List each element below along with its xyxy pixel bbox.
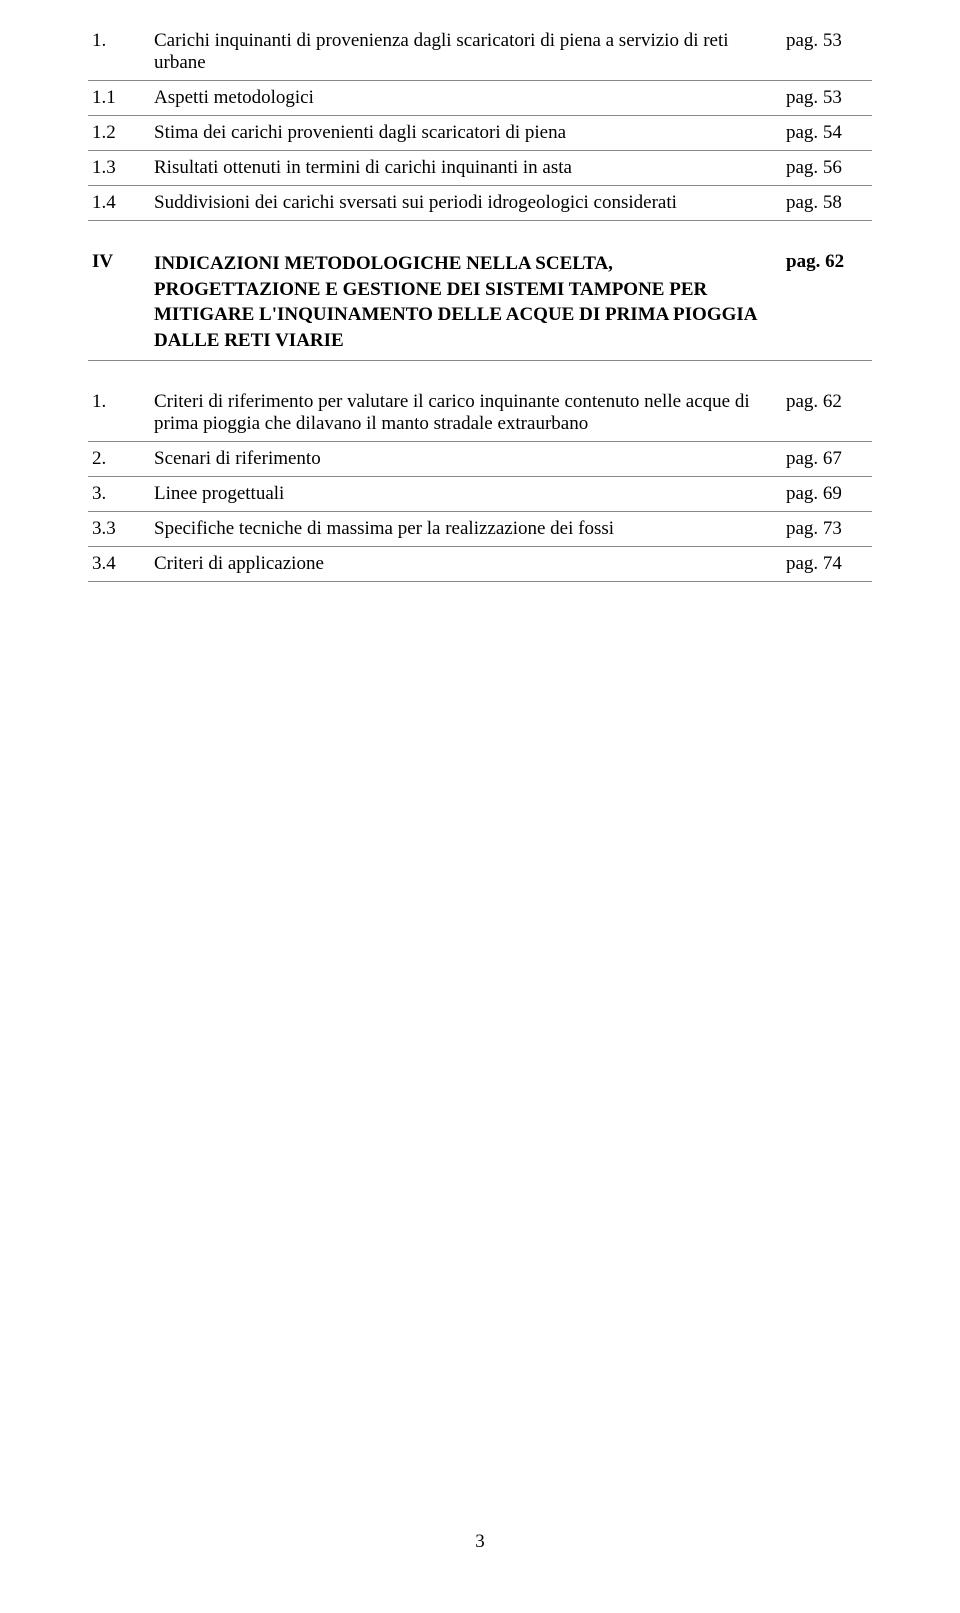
toc-row: 1. Carichi inquinanti di provenienza dag… (88, 24, 872, 81)
toc-text: Scenari di riferimento (150, 441, 782, 476)
toc-page: pag. 53 (782, 24, 872, 81)
page: 1. Carichi inquinanti di provenienza dag… (0, 0, 960, 582)
toc-section-page: pag. 62 (782, 221, 872, 361)
toc-text: Criteri di riferimento per valutare il c… (150, 360, 782, 441)
toc-page: pag. 56 (782, 151, 872, 186)
toc-text: Stima dei carichi provenienti dagli scar… (150, 116, 782, 151)
toc-row: 2. Scenari di riferimento pag. 67 (88, 441, 872, 476)
toc-row: 1.4 Suddivisioni dei carichi sversati su… (88, 186, 872, 221)
page-number: 3 (0, 1531, 960, 1553)
toc-row: 3.4 Criteri di applicazione pag. 74 (88, 546, 872, 581)
toc-num: 1.3 (88, 151, 150, 186)
toc-page: pag. 73 (782, 511, 872, 546)
toc-row: 3.3 Specifiche tecniche di massima per l… (88, 511, 872, 546)
toc-text: Specifiche tecniche di massima per la re… (150, 511, 782, 546)
toc-num: 1.1 (88, 81, 150, 116)
toc-text: Carichi inquinanti di provenienza dagli … (150, 24, 782, 81)
toc-num: 1. (88, 360, 150, 441)
toc-row: 1. Criteri di riferimento per valutare i… (88, 360, 872, 441)
toc-num: 1. (88, 24, 150, 81)
toc-text: Criteri di applicazione (150, 546, 782, 581)
toc-page: pag. 67 (782, 441, 872, 476)
toc-text: Aspetti metodologici (150, 81, 782, 116)
toc-row: 1.1 Aspetti metodologici pag. 53 (88, 81, 872, 116)
toc-section-num: IV (88, 221, 150, 361)
toc-page: pag. 62 (782, 360, 872, 441)
toc-text: Risultati ottenuti in termini di carichi… (150, 151, 782, 186)
toc-text: Linee progettuali (150, 476, 782, 511)
toc-table: 1. Carichi inquinanti di provenienza dag… (88, 24, 872, 582)
toc-num: 3. (88, 476, 150, 511)
toc-row: 3. Linee progettuali pag. 69 (88, 476, 872, 511)
toc-num: 3.4 (88, 546, 150, 581)
toc-section-title: INDICAZIONI METODOLOGICHE NELLA SCELTA, … (150, 221, 782, 361)
toc-num: 1.4 (88, 186, 150, 221)
toc-page: pag. 54 (782, 116, 872, 151)
toc-text: Suddivisioni dei carichi sversati sui pe… (150, 186, 782, 221)
toc-row: 1.2 Stima dei carichi provenienti dagli … (88, 116, 872, 151)
toc-page: pag. 74 (782, 546, 872, 581)
toc-page: pag. 53 (782, 81, 872, 116)
toc-page: pag. 58 (782, 186, 872, 221)
toc-row: 1.3 Risultati ottenuti in termini di car… (88, 151, 872, 186)
toc-num: 2. (88, 441, 150, 476)
toc-section-row: IV INDICAZIONI METODOLOGICHE NELLA SCELT… (88, 221, 872, 361)
toc-num: 1.2 (88, 116, 150, 151)
toc-num: 3.3 (88, 511, 150, 546)
toc-page: pag. 69 (782, 476, 872, 511)
